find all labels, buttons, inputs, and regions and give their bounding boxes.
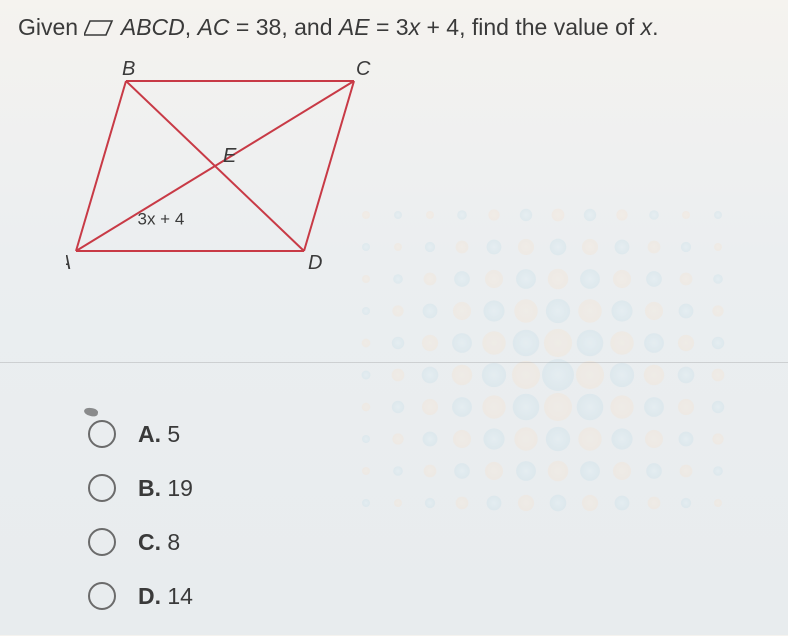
answer-label: C. 8	[138, 529, 180, 556]
q-mid4: =	[370, 14, 396, 40]
answer-choice-c[interactable]: C. 8	[88, 528, 193, 556]
radio-icon[interactable]	[88, 582, 116, 610]
q-var: x	[641, 14, 653, 40]
shape-label: ABCD	[121, 14, 185, 40]
ae-expr: 3x + 4	[396, 14, 459, 40]
ae-label: AE	[339, 14, 370, 40]
svg-text:E: E	[223, 145, 237, 167]
q-mid3: , and	[281, 14, 339, 40]
parallelogram-icon	[84, 16, 114, 43]
separator-line	[0, 362, 788, 363]
q-mid5: , find the value of	[459, 14, 641, 40]
svg-text:D: D	[308, 252, 322, 274]
answer-choice-b[interactable]: B. 19	[88, 474, 193, 502]
svg-text:3x + 4: 3x + 4	[138, 210, 185, 229]
question-text: Given ABCD, AC = 38, and AE = 3x + 4, fi…	[18, 14, 770, 43]
ac-value: 38	[256, 14, 282, 40]
svg-text:C: C	[356, 61, 371, 80]
parallelogram-diagram: B C A D E 3x + 4	[66, 61, 396, 291]
question-prefix: Given	[18, 14, 84, 40]
q-end: .	[652, 14, 658, 40]
answer-choice-d[interactable]: D. 14	[88, 582, 193, 610]
svg-text:B: B	[122, 61, 135, 80]
answer-choices: A. 5 B. 19 C. 8 D. 14	[88, 420, 193, 636]
answer-label: B. 19	[138, 475, 193, 502]
q-mid2: =	[230, 14, 256, 40]
svg-text:A: A	[66, 252, 71, 274]
answer-label: D. 14	[138, 583, 193, 610]
small-mark-icon	[83, 407, 98, 418]
radio-icon[interactable]	[88, 474, 116, 502]
radio-icon[interactable]	[88, 420, 116, 448]
answer-label: A. 5	[138, 421, 180, 448]
q-mid1: ,	[185, 14, 198, 40]
ac-label: AC	[198, 14, 230, 40]
answer-choice-a[interactable]: A. 5	[88, 420, 193, 448]
radio-icon[interactable]	[88, 528, 116, 556]
